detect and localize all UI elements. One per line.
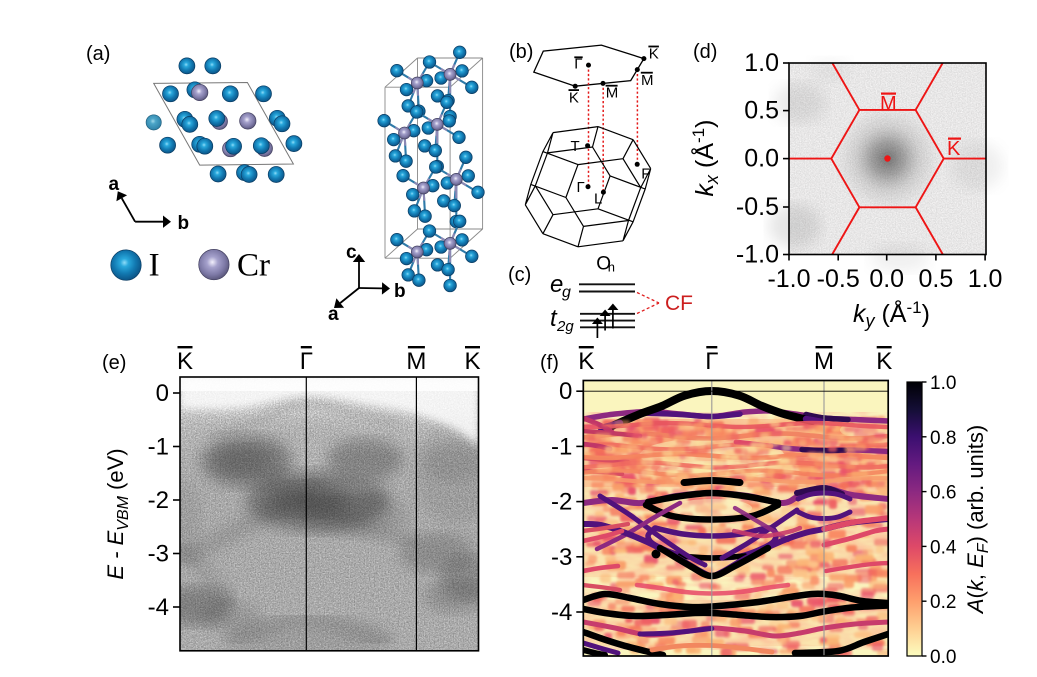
svg-text:-1: -1	[148, 434, 169, 461]
svg-text:M: M	[641, 72, 654, 89]
svg-text:0.8: 0.8	[930, 428, 956, 449]
svg-text:K: K	[578, 348, 594, 375]
svg-text:kx (Å-1): kx (Å-1)	[689, 120, 722, 197]
svg-text:A(k, EF) (arb. units): A(k, EF) (arb. units)	[963, 425, 992, 615]
svg-text:Γ: Γ	[705, 348, 718, 375]
svg-text:h: h	[608, 260, 615, 275]
svg-text:0.0: 0.0	[930, 647, 956, 668]
svg-text:0.5: 0.5	[919, 265, 954, 293]
svg-text:M: M	[814, 348, 834, 375]
svg-text:0.2: 0.2	[930, 592, 956, 613]
svg-text:(e): (e)	[102, 352, 126, 374]
svg-text:Γ: Γ	[574, 56, 582, 73]
svg-text:g: g	[562, 284, 571, 301]
svg-text:(f): (f)	[540, 352, 559, 374]
svg-text:O: O	[596, 254, 611, 275]
svg-text:0.0: 0.0	[869, 265, 904, 293]
svg-text:0: 0	[156, 380, 169, 407]
svg-text:ky (Å-1): ky (Å-1)	[853, 298, 930, 331]
svg-text:0.4: 0.4	[930, 537, 957, 558]
svg-text:-4: -4	[551, 599, 572, 626]
svg-text:0.6: 0.6	[930, 483, 956, 504]
svg-text:(a): (a)	[86, 43, 110, 65]
svg-text:e: e	[550, 271, 563, 298]
svg-text:K: K	[876, 348, 892, 375]
svg-text:T: T	[571, 138, 580, 155]
svg-text:2g: 2g	[556, 318, 574, 335]
svg-text:M: M	[606, 85, 619, 102]
svg-text:K: K	[177, 348, 193, 375]
svg-text:t: t	[550, 305, 558, 332]
svg-text:CF: CF	[665, 292, 693, 315]
svg-text:E - EVBM (eV): E - EVBM (eV)	[103, 448, 132, 579]
svg-text:(d): (d)	[693, 41, 717, 63]
svg-text:1.0: 1.0	[968, 265, 1003, 293]
svg-text:Cr: Cr	[237, 248, 270, 284]
svg-text:K: K	[569, 90, 579, 107]
svg-text:Γ: Γ	[577, 179, 585, 196]
svg-text:F: F	[641, 165, 650, 182]
svg-text:0.0: 0.0	[744, 145, 779, 173]
svg-text:-0.5: -0.5	[736, 193, 779, 221]
svg-text:M: M	[406, 348, 426, 375]
svg-text:M: M	[880, 93, 897, 115]
svg-text:0: 0	[559, 378, 572, 405]
svg-text:b: b	[178, 213, 190, 234]
svg-text:-3: -3	[148, 541, 169, 568]
svg-text:b: b	[394, 281, 406, 302]
svg-text:-0.5: -0.5	[817, 265, 860, 293]
svg-text:1.0: 1.0	[930, 373, 956, 394]
svg-text:-2: -2	[148, 487, 169, 514]
svg-text:K: K	[947, 138, 961, 160]
svg-text:I: I	[149, 248, 160, 284]
svg-text:L: L	[594, 190, 602, 207]
svg-text:-1: -1	[551, 433, 572, 460]
svg-text:Γ: Γ	[300, 348, 313, 375]
svg-text:K: K	[464, 348, 480, 375]
svg-text:0.5: 0.5	[744, 97, 779, 125]
svg-text:-3: -3	[551, 544, 572, 571]
svg-text:-4: -4	[148, 594, 169, 621]
svg-text:K: K	[649, 46, 659, 63]
svg-text:(c): (c)	[508, 264, 531, 286]
svg-text:1.0: 1.0	[744, 49, 779, 77]
svg-text:-2: -2	[551, 489, 572, 516]
svg-text:a: a	[328, 304, 339, 325]
svg-text:a: a	[109, 174, 120, 195]
svg-text:c: c	[346, 242, 357, 263]
svg-text:-1.0: -1.0	[767, 265, 810, 293]
svg-text:-1.0: -1.0	[736, 241, 779, 269]
svg-text:(b): (b)	[509, 41, 533, 63]
